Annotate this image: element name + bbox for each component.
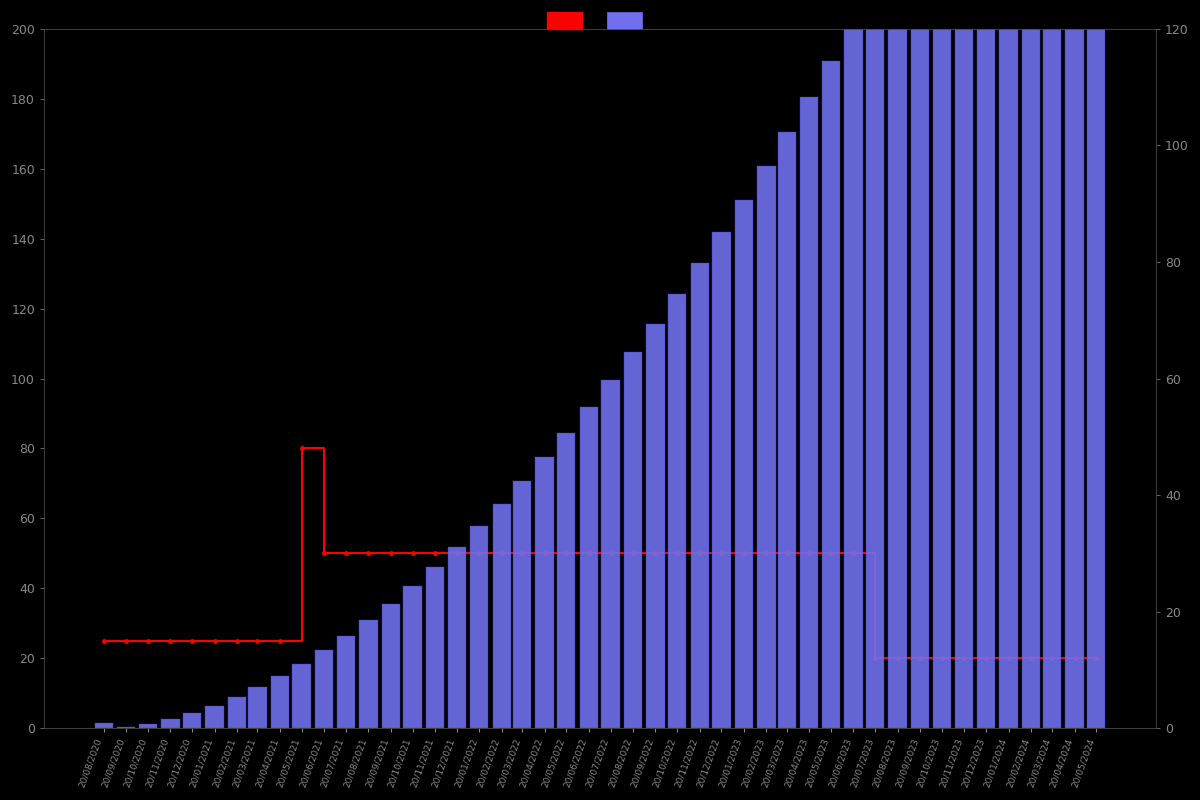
Bar: [822, 62, 840, 728]
Bar: [932, 0, 952, 728]
Bar: [293, 664, 311, 728]
Bar: [734, 200, 754, 728]
Bar: [184, 714, 202, 728]
Bar: [95, 723, 113, 728]
Bar: [382, 603, 400, 728]
Bar: [1022, 0, 1040, 728]
Bar: [977, 0, 995, 728]
Bar: [580, 406, 598, 728]
Bar: [535, 458, 553, 728]
Bar: [139, 724, 157, 728]
Legend: , : ,: [544, 8, 656, 33]
Bar: [624, 352, 642, 728]
Bar: [557, 433, 576, 728]
Bar: [955, 0, 973, 728]
Bar: [205, 706, 224, 728]
Bar: [512, 482, 532, 728]
Bar: [426, 567, 444, 728]
Bar: [713, 232, 731, 728]
Bar: [800, 97, 818, 728]
Bar: [757, 166, 775, 728]
Bar: [647, 323, 665, 728]
Bar: [778, 132, 796, 728]
Bar: [1066, 0, 1084, 728]
Bar: [271, 676, 289, 728]
Bar: [845, 24, 863, 728]
Bar: [118, 727, 136, 728]
Bar: [403, 586, 421, 728]
Bar: [1000, 0, 1018, 728]
Bar: [911, 0, 929, 728]
Bar: [866, 0, 884, 728]
Bar: [668, 294, 686, 728]
Bar: [337, 636, 355, 728]
Bar: [888, 0, 907, 728]
Bar: [1087, 0, 1105, 728]
Bar: [492, 504, 511, 728]
Bar: [601, 380, 619, 728]
Bar: [448, 547, 466, 728]
Bar: [359, 620, 378, 728]
Bar: [470, 526, 488, 728]
Bar: [690, 263, 709, 728]
Bar: [248, 687, 266, 728]
Bar: [314, 650, 334, 728]
Bar: [161, 719, 180, 728]
Bar: [1043, 0, 1061, 728]
Bar: [228, 698, 246, 728]
